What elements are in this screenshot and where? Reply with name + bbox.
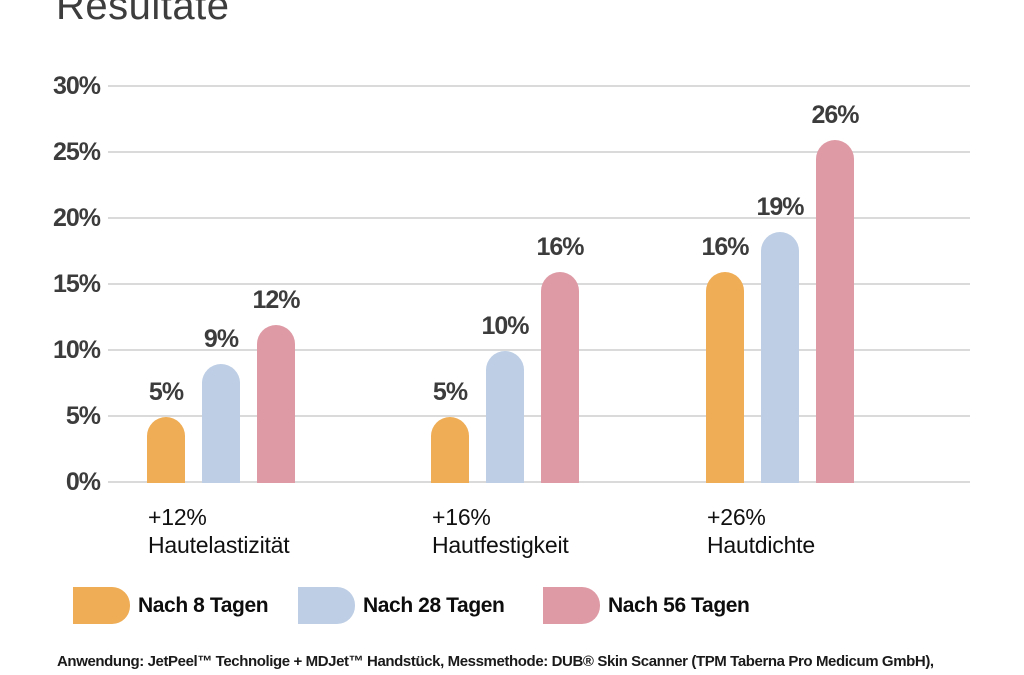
source-note: Anwendung: JetPeel™ Technolige + MDJet™ … (57, 653, 934, 670)
group-delta-label: +26% (707, 504, 766, 530)
group-name-label: Hautelastizität (148, 532, 290, 558)
bar (147, 417, 185, 483)
y-tick-label: 30% (52, 72, 101, 100)
group-name-label: Hautdichte (707, 532, 815, 558)
bar-value-label: 16% (701, 233, 749, 261)
legend-swatch (73, 587, 130, 624)
gridline (108, 349, 970, 351)
legend-label: Nach 56 Tagen (608, 593, 750, 617)
group-delta-label: +12% (148, 504, 207, 530)
gridline (108, 151, 970, 153)
bar (541, 272, 579, 483)
group-delta-label: +16% (432, 504, 491, 530)
group-name-label: Hautfestigkeit (432, 532, 569, 558)
chart-title: Resultate (56, 0, 230, 28)
legend-swatch (298, 587, 355, 624)
group-label: +26% Hautdichte (707, 503, 815, 559)
bar-value-label: 19% (756, 193, 804, 221)
y-tick-label: 10% (52, 336, 101, 364)
bar (761, 232, 799, 483)
legend-item: Nach 8 Tagen (73, 587, 269, 624)
bar-value-label: 12% (252, 286, 300, 314)
legend-label: Nach 8 Tagen (138, 593, 269, 617)
bar (257, 325, 295, 483)
bar (706, 272, 744, 483)
legend-item: Nach 56 Tagen (543, 587, 750, 624)
plot-area: 5% 9% 12% 5% 10% 16% 16% 19% 26% (108, 85, 970, 483)
y-tick-label: 25% (52, 138, 101, 166)
group-label: +16% Hautfestigkeit (432, 503, 569, 559)
bar-value-label: 5% (432, 378, 468, 406)
bar-value-label: 10% (481, 312, 529, 340)
y-tick-label: 5% (65, 402, 101, 430)
gridline (108, 85, 970, 87)
bar-value-label: 5% (148, 378, 184, 406)
bar-value-label: 9% (203, 325, 239, 353)
gridline (108, 481, 970, 483)
bar (486, 351, 524, 483)
gridline (108, 283, 970, 285)
bar-value-label: 16% (536, 233, 584, 261)
group-label: +12% Hautelastizität (148, 503, 290, 559)
gridline (108, 415, 970, 417)
bar (202, 364, 240, 483)
legend-swatch (543, 587, 600, 624)
bar (431, 417, 469, 483)
legend-item: Nach 28 Tagen (298, 587, 505, 624)
gridline (108, 217, 970, 219)
y-tick-label: 15% (52, 270, 101, 298)
bar-value-label: 26% (811, 101, 859, 129)
bar (816, 140, 854, 483)
y-tick-label: 0% (65, 468, 101, 496)
y-tick-label: 20% (52, 204, 101, 232)
legend-label: Nach 28 Tagen (363, 593, 505, 617)
